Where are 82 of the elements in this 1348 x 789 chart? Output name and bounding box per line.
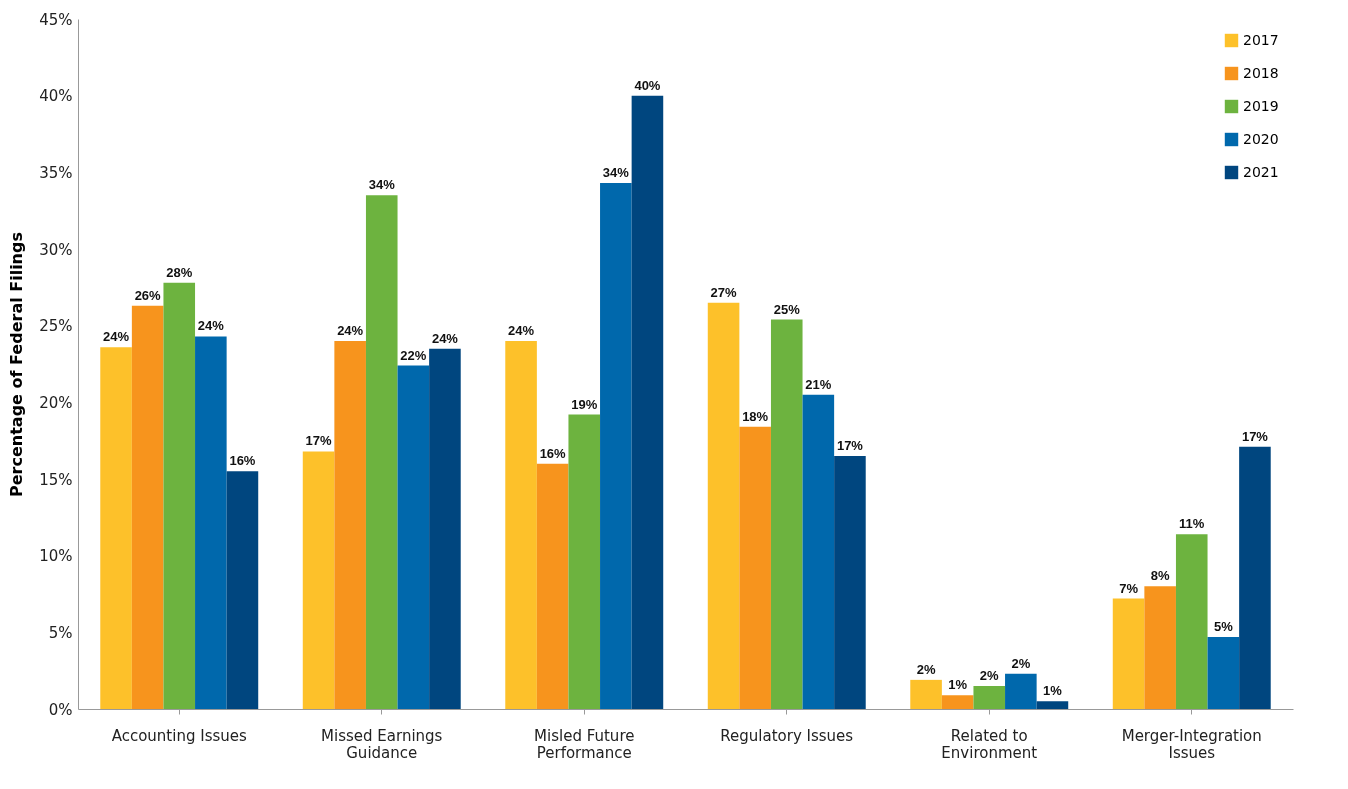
x-tick-label: Related to Environment xyxy=(941,726,1038,762)
data-label: 2% xyxy=(979,668,1000,683)
x-tick-label: Misled Future Performance xyxy=(534,726,635,762)
data-label: 21% xyxy=(805,376,832,392)
data-label: 24% xyxy=(197,318,225,334)
bar xyxy=(1036,701,1069,709)
bar xyxy=(802,394,835,709)
bar xyxy=(834,456,866,709)
data-label: 40% xyxy=(634,77,661,93)
data-label: 11% xyxy=(1179,516,1205,532)
data-label: 16% xyxy=(229,453,256,469)
data-label: 27% xyxy=(710,284,738,300)
bar xyxy=(568,414,601,709)
bar xyxy=(226,471,259,709)
bar xyxy=(600,183,632,709)
x-tick-label: Merger-Integration Issues xyxy=(1121,726,1262,762)
bar xyxy=(505,341,537,709)
data-label: 17% xyxy=(305,433,333,449)
data-label: 25% xyxy=(773,301,801,317)
data-label: 34% xyxy=(368,177,396,193)
bar xyxy=(302,451,335,709)
data-label: 22% xyxy=(400,347,427,363)
data-label: 26% xyxy=(134,287,162,303)
bar xyxy=(195,336,227,709)
bar xyxy=(1112,598,1145,709)
x-tick-label: Regulatory Issues xyxy=(720,726,854,745)
data-label: 24% xyxy=(337,323,364,338)
bar xyxy=(707,302,740,709)
data-label: 18% xyxy=(742,408,769,424)
data-label: 34% xyxy=(602,165,630,181)
bar xyxy=(365,195,398,709)
data-label: 7% xyxy=(1119,580,1139,596)
bar xyxy=(973,686,1006,709)
y-tick-label: 0% xyxy=(48,700,73,719)
legend-label: 2019 xyxy=(1243,97,1279,114)
y-axis-title: Percentage of Federal Filings xyxy=(7,232,27,497)
bar xyxy=(1207,636,1240,709)
bar xyxy=(100,347,132,709)
data-label: 24% xyxy=(508,323,535,338)
legend-label: 2021 xyxy=(1243,163,1279,180)
y-tick-label: 45% xyxy=(39,10,73,29)
data-label: 17% xyxy=(836,438,864,453)
y-tick-label: 20% xyxy=(39,393,73,412)
bar xyxy=(631,95,664,709)
bar xyxy=(163,282,196,709)
bar xyxy=(1005,673,1037,709)
y-tick-label: 5% xyxy=(48,623,73,642)
bar xyxy=(910,679,942,709)
data-label: 1% xyxy=(1043,683,1063,699)
legend-label: 2020 xyxy=(1243,130,1279,147)
y-tick-label: 25% xyxy=(39,317,73,336)
data-label: 8% xyxy=(1150,568,1170,584)
bar xyxy=(770,319,803,709)
data-label: 2% xyxy=(1011,655,1031,671)
bar xyxy=(334,341,366,709)
data-label: 19% xyxy=(571,396,598,412)
bar xyxy=(536,463,569,709)
data-label: 28% xyxy=(166,264,193,280)
data-label: 2% xyxy=(916,661,936,677)
y-tick-label: 40% xyxy=(39,87,73,106)
y-tick-label: 30% xyxy=(39,240,73,259)
bar xyxy=(131,305,164,709)
y-tick-label: 15% xyxy=(39,470,73,489)
legend-label: 2017 xyxy=(1243,31,1279,48)
y-tick-label: 35% xyxy=(39,163,73,182)
bar xyxy=(1144,586,1176,709)
bar xyxy=(397,365,430,709)
data-label: 17% xyxy=(1241,428,1269,444)
bar xyxy=(1175,534,1208,709)
bar xyxy=(739,426,771,709)
data-label: 24% xyxy=(103,329,130,345)
bar xyxy=(429,348,461,709)
data-label: 16% xyxy=(539,445,567,461)
bar xyxy=(1239,446,1271,709)
data-label: 24% xyxy=(431,330,459,346)
x-tick-label: Missed Earnings Guidance xyxy=(321,726,443,762)
legend-label: 2018 xyxy=(1243,64,1279,81)
x-tick-label: Accounting Issues xyxy=(111,726,247,745)
data-label: 1% xyxy=(948,677,968,693)
data-label: 5% xyxy=(1213,618,1234,634)
y-tick-label: 10% xyxy=(39,547,73,566)
bar xyxy=(941,695,974,709)
